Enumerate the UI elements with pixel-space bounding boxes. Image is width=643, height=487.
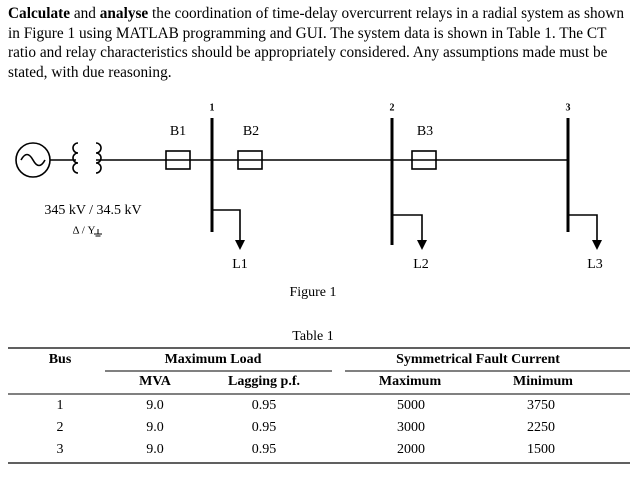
table-cell: 2 [57,420,64,435]
bold-word: Calculate [8,5,71,22]
table-cell: 3 [57,442,64,457]
table-subheader: MVA [139,374,172,389]
connection-label: Δ / Y [73,225,96,237]
ground-symbol [94,229,102,237]
breaker-label: B1 [170,124,186,139]
table-subheader: Lagging p.f. [228,374,300,389]
table-subheader: Minimum [513,374,573,389]
load-label: L2 [413,257,429,272]
load-feeder [392,214,423,244]
table-cell: 3000 [397,420,425,435]
bold-word: analyse [99,5,149,22]
question-text: Calculate and analyse the coordination o… [8,4,634,82]
table-cell: 3750 [527,398,555,413]
load-feeder [568,214,598,244]
load-arrow [235,240,245,250]
bus-label: 2 [390,102,395,113]
table-body: 1 9.0 0.95 5000 3750 2 9.0 0.95 3000 2250 3 9.0 0.95… [57,398,556,457]
breaker [237,150,263,170]
transformer-label: 345 kV / 34.5 kV [44,203,141,218]
load-label: L3 [587,257,603,272]
table-cell: 0.95 [252,398,277,413]
table-cell: 9.0 [146,398,164,413]
load-arrow [592,240,602,250]
breaker-label: B2 [243,124,259,139]
generator-wave [20,153,46,167]
load-feeder [212,209,241,244]
transformer-coil [95,142,102,174]
text: the coordination of time-delay overcurre… [8,5,624,81]
table-cell: 9.0 [146,442,164,457]
text: and [70,5,100,22]
load-arrow [417,240,427,250]
table-cell: 5000 [397,398,425,413]
table-cell: 0.95 [252,420,277,435]
table-cell: 0.95 [252,442,277,457]
table-cell: 1 [57,398,64,413]
transformer-coil [72,142,79,174]
table-cell: 2250 [527,420,555,435]
breaker-label: B3 [417,124,433,139]
table-header: Bus [49,352,72,367]
table-subheader: Maximum [379,374,442,389]
figure-caption: Figure 1 [289,285,336,300]
table-cell: 1500 [527,442,555,457]
bus-label: 3 [566,102,571,113]
table-cell: 9.0 [146,420,164,435]
bus-label: 1 [210,102,215,113]
load-label: L1 [232,257,248,272]
table-caption: Table 1 [292,329,333,344]
breaker [165,150,191,170]
table-header: Symmetrical Fault Current [396,352,560,367]
breaker [411,150,437,170]
table-header: Maximum Load [165,352,262,367]
table-cell: 2000 [397,442,425,457]
